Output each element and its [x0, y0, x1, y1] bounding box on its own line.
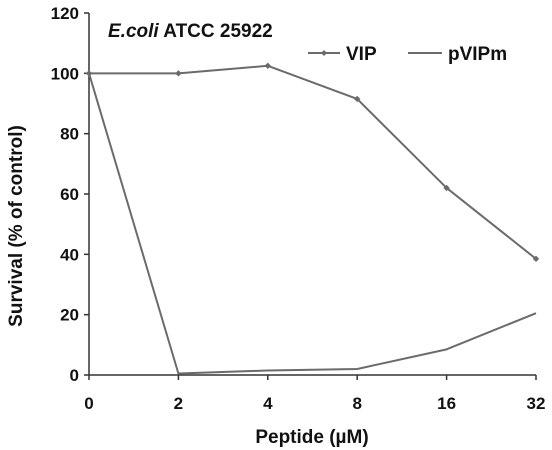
x-tick-label: 0	[84, 394, 93, 413]
x-tick-label: 8	[352, 394, 361, 413]
y-tick-label: 100	[51, 64, 79, 83]
y-tick-label: 60	[60, 185, 79, 204]
y-axis-title: Survival (% of control)	[6, 125, 27, 327]
series-line-vip	[89, 64, 537, 260]
data-point-vip	[175, 70, 182, 77]
x-axis-title: Peptide (µM)	[255, 427, 368, 448]
legend-label-pvipm: pVIPm	[448, 44, 507, 65]
strain-italic: E.coli	[108, 21, 159, 42]
series-line-pvipm	[88, 73, 537, 375]
axes	[88, 13, 536, 376]
legend-item-vip: VIP	[308, 44, 377, 65]
y-tick-label: 120	[51, 4, 79, 23]
y-tick-label: 20	[60, 306, 79, 325]
x-tick-label: 32	[527, 394, 546, 413]
x-tick-label: 16	[437, 394, 456, 413]
y-tick-label: 80	[60, 125, 79, 144]
legend-label-vip: VIP	[346, 44, 377, 65]
x-ticks: 0 2 4 8 16 32	[84, 375, 545, 413]
y-tick-label: 0	[70, 366, 79, 385]
strain-rest: ATCC 25922	[159, 21, 273, 42]
strain-label: E.coli ATCC 25922	[108, 21, 273, 42]
data-point-vip	[443, 184, 450, 192]
x-tick-label: 4	[263, 394, 273, 413]
data-point-vip	[264, 62, 271, 69]
data-point-vip	[532, 255, 540, 263]
y-ticks: 0 20 40 60 80 100 120	[51, 4, 89, 385]
data-point-vip	[354, 95, 361, 103]
x-tick-label: 2	[174, 394, 183, 413]
series-layer	[85, 62, 540, 375]
legend-marker-vip	[321, 50, 327, 56]
legend: VIP pVIPm	[308, 44, 507, 65]
y-tick-label: 40	[60, 245, 79, 264]
legend-item-pvipm: pVIPm	[408, 44, 507, 65]
data-point-vip	[85, 70, 93, 77]
